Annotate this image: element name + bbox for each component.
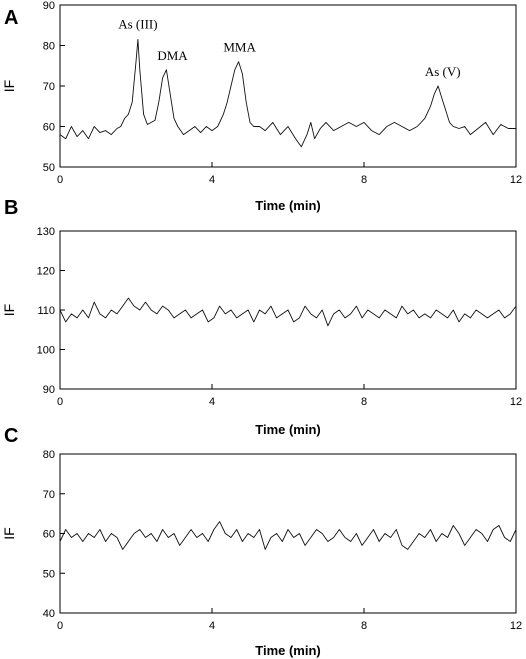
- panel-b-xtick-label: 0: [57, 396, 63, 408]
- panel-c-x-axis-label: Time (min): [255, 643, 321, 658]
- panel-a-y-axis-label: IF: [1, 80, 17, 92]
- panel-a-xtick-label: 0: [57, 174, 63, 186]
- panel-a-xtick-label: 4: [209, 174, 215, 186]
- panel-c-xtick-label: 8: [361, 620, 367, 632]
- peak-label: MMA: [223, 40, 256, 55]
- panel-b-xtick-label: 4: [209, 396, 215, 408]
- peak-label: DMA: [157, 48, 188, 63]
- panel-b-ytick-label: 100: [37, 345, 55, 357]
- panel-c-xtick-label: 12: [510, 620, 522, 632]
- peak-label: As (V): [425, 64, 461, 79]
- panel-a-ytick-label: 60: [43, 122, 55, 134]
- panel-b-xtick-label: 12: [510, 396, 522, 408]
- panel-a-x-axis-label: Time (min): [255, 198, 321, 213]
- panel-c-signal-line: [59, 521, 517, 550]
- panel-b-ytick-label: 110: [37, 305, 55, 317]
- panel-a-ytick-label: 80: [43, 41, 55, 53]
- panel-c-letter: C: [4, 425, 18, 447]
- panel-a-ytick-label: 90: [43, 0, 55, 12]
- panel-c-frame: [59, 453, 517, 614]
- panel-a-ytick-label: 70: [43, 81, 55, 93]
- panel-c-y-axis-label: IF: [1, 527, 17, 539]
- panel-c-xtick-label: 4: [209, 620, 215, 632]
- panel-a-signal-line: [59, 38, 516, 148]
- panel-c-ytick-label: 40: [43, 608, 55, 620]
- panel-b-signal-line: [59, 297, 517, 327]
- panel-b-y-axis-label: IF: [1, 304, 17, 316]
- panel-c-ytick-label: 70: [43, 489, 55, 501]
- panel-b-letter: B: [4, 197, 18, 219]
- panel-a-ytick-label: 50: [43, 162, 55, 174]
- panel-c-ytick-label: 60: [43, 529, 55, 541]
- panel-c-xtick-label: 0: [57, 620, 63, 632]
- peak-label: As (III): [118, 16, 157, 31]
- panel-c-ytick-label: 50: [43, 568, 55, 580]
- panel-a-xtick-label: 8: [361, 174, 367, 186]
- panel-c-ytick-label: 80: [43, 449, 55, 461]
- panel-b-ytick-label: 130: [37, 226, 55, 238]
- panel-b-xtick-label: 8: [361, 396, 367, 408]
- panel-b-ytick-label: 120: [37, 266, 55, 278]
- panel-a-xtick-label: 12: [510, 174, 522, 186]
- panel-b-x-axis-label: Time (min): [255, 422, 321, 437]
- panel-b-ytick-label: 90: [43, 384, 55, 396]
- panel-a-letter: A: [4, 7, 18, 29]
